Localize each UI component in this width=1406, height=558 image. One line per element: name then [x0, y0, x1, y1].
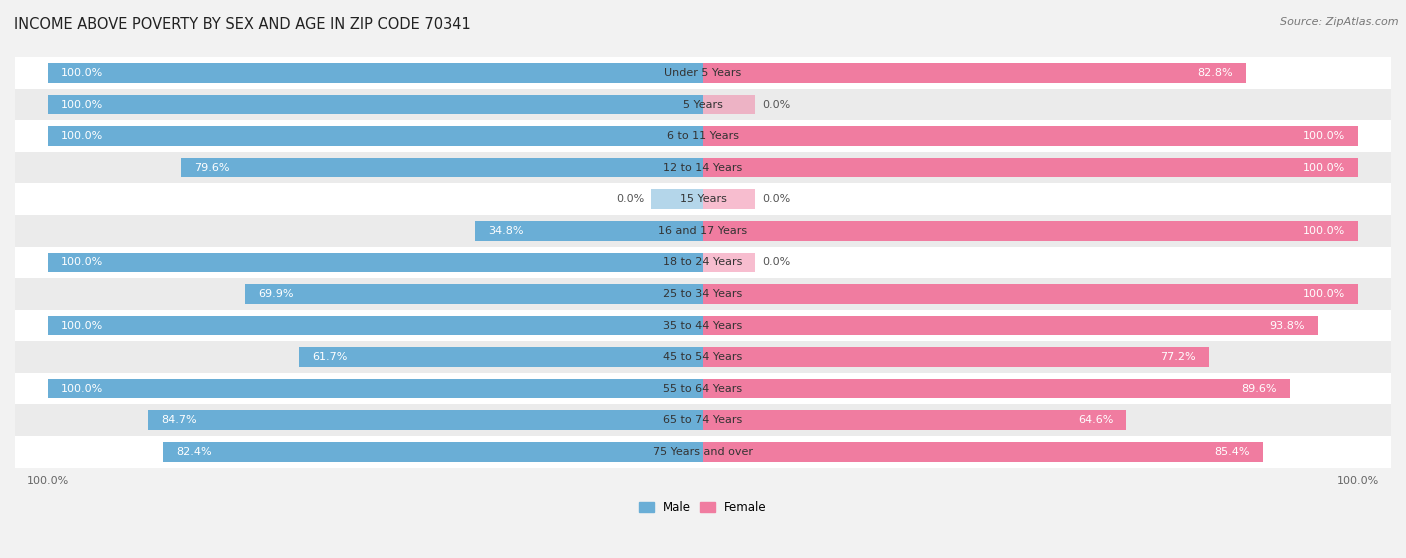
Bar: [703, 126, 1358, 146]
Text: 0.0%: 0.0%: [762, 99, 790, 109]
Bar: [15, 341, 1391, 373]
Text: INCOME ABOVE POVERTY BY SEX AND AGE IN ZIP CODE 70341: INCOME ABOVE POVERTY BY SEX AND AGE IN Z…: [14, 17, 471, 32]
Text: 69.9%: 69.9%: [259, 289, 294, 299]
Text: 100.0%: 100.0%: [60, 320, 103, 330]
Text: 6 to 11 Years: 6 to 11 Years: [666, 131, 740, 141]
Bar: [703, 253, 755, 272]
Text: 61.7%: 61.7%: [312, 352, 347, 362]
Bar: [703, 221, 1358, 240]
Text: 100.0%: 100.0%: [60, 99, 103, 109]
Bar: [148, 411, 703, 430]
Text: 100.0%: 100.0%: [60, 384, 103, 393]
Legend: Male, Female: Male, Female: [634, 497, 772, 519]
Bar: [703, 63, 1246, 83]
Bar: [703, 411, 1126, 430]
Text: 85.4%: 85.4%: [1213, 447, 1250, 457]
Bar: [703, 316, 1317, 335]
Bar: [703, 158, 1358, 177]
Text: 82.4%: 82.4%: [176, 447, 212, 457]
Text: 100.0%: 100.0%: [1303, 226, 1346, 236]
Text: 16 and 17 Years: 16 and 17 Years: [658, 226, 748, 236]
Bar: [15, 436, 1391, 468]
Text: 79.6%: 79.6%: [194, 163, 231, 172]
Bar: [15, 310, 1391, 341]
Bar: [15, 215, 1391, 247]
Bar: [15, 405, 1391, 436]
Bar: [15, 373, 1391, 405]
Bar: [703, 95, 755, 114]
Bar: [181, 158, 703, 177]
Text: 89.6%: 89.6%: [1241, 384, 1277, 393]
Text: 55 to 64 Years: 55 to 64 Years: [664, 384, 742, 393]
Text: 15 Years: 15 Years: [679, 194, 727, 204]
Bar: [651, 190, 703, 209]
Bar: [15, 121, 1391, 152]
Text: 18 to 24 Years: 18 to 24 Years: [664, 257, 742, 267]
Bar: [15, 278, 1391, 310]
Text: Source: ZipAtlas.com: Source: ZipAtlas.com: [1281, 17, 1399, 27]
Text: 25 to 34 Years: 25 to 34 Years: [664, 289, 742, 299]
Bar: [703, 284, 1358, 304]
Text: 5 Years: 5 Years: [683, 99, 723, 109]
Text: 0.0%: 0.0%: [762, 194, 790, 204]
Bar: [48, 63, 703, 83]
Text: 100.0%: 100.0%: [1303, 163, 1346, 172]
Text: 65 to 74 Years: 65 to 74 Years: [664, 415, 742, 425]
Text: 100.0%: 100.0%: [60, 68, 103, 78]
Bar: [15, 152, 1391, 184]
Text: 64.6%: 64.6%: [1078, 415, 1114, 425]
Text: 35 to 44 Years: 35 to 44 Years: [664, 320, 742, 330]
Bar: [48, 95, 703, 114]
Text: 12 to 14 Years: 12 to 14 Years: [664, 163, 742, 172]
Text: 84.7%: 84.7%: [162, 415, 197, 425]
Bar: [48, 379, 703, 398]
Bar: [475, 221, 703, 240]
Bar: [245, 284, 703, 304]
Bar: [15, 57, 1391, 89]
Bar: [703, 442, 1263, 461]
Text: 82.8%: 82.8%: [1197, 68, 1233, 78]
Bar: [48, 316, 703, 335]
Text: 34.8%: 34.8%: [488, 226, 523, 236]
Bar: [298, 347, 703, 367]
Text: Under 5 Years: Under 5 Years: [665, 68, 741, 78]
Text: 100.0%: 100.0%: [60, 257, 103, 267]
Text: 75 Years and over: 75 Years and over: [652, 447, 754, 457]
Bar: [703, 347, 1209, 367]
Text: 0.0%: 0.0%: [616, 194, 644, 204]
Text: 100.0%: 100.0%: [60, 131, 103, 141]
Bar: [15, 247, 1391, 278]
Bar: [48, 253, 703, 272]
Bar: [15, 184, 1391, 215]
Text: 100.0%: 100.0%: [1303, 131, 1346, 141]
Bar: [15, 89, 1391, 121]
Text: 45 to 54 Years: 45 to 54 Years: [664, 352, 742, 362]
Bar: [703, 379, 1291, 398]
Text: 93.8%: 93.8%: [1270, 320, 1305, 330]
Text: 0.0%: 0.0%: [762, 257, 790, 267]
Text: 77.2%: 77.2%: [1160, 352, 1195, 362]
Bar: [48, 126, 703, 146]
Bar: [163, 442, 703, 461]
Text: 100.0%: 100.0%: [1303, 289, 1346, 299]
Bar: [703, 190, 755, 209]
